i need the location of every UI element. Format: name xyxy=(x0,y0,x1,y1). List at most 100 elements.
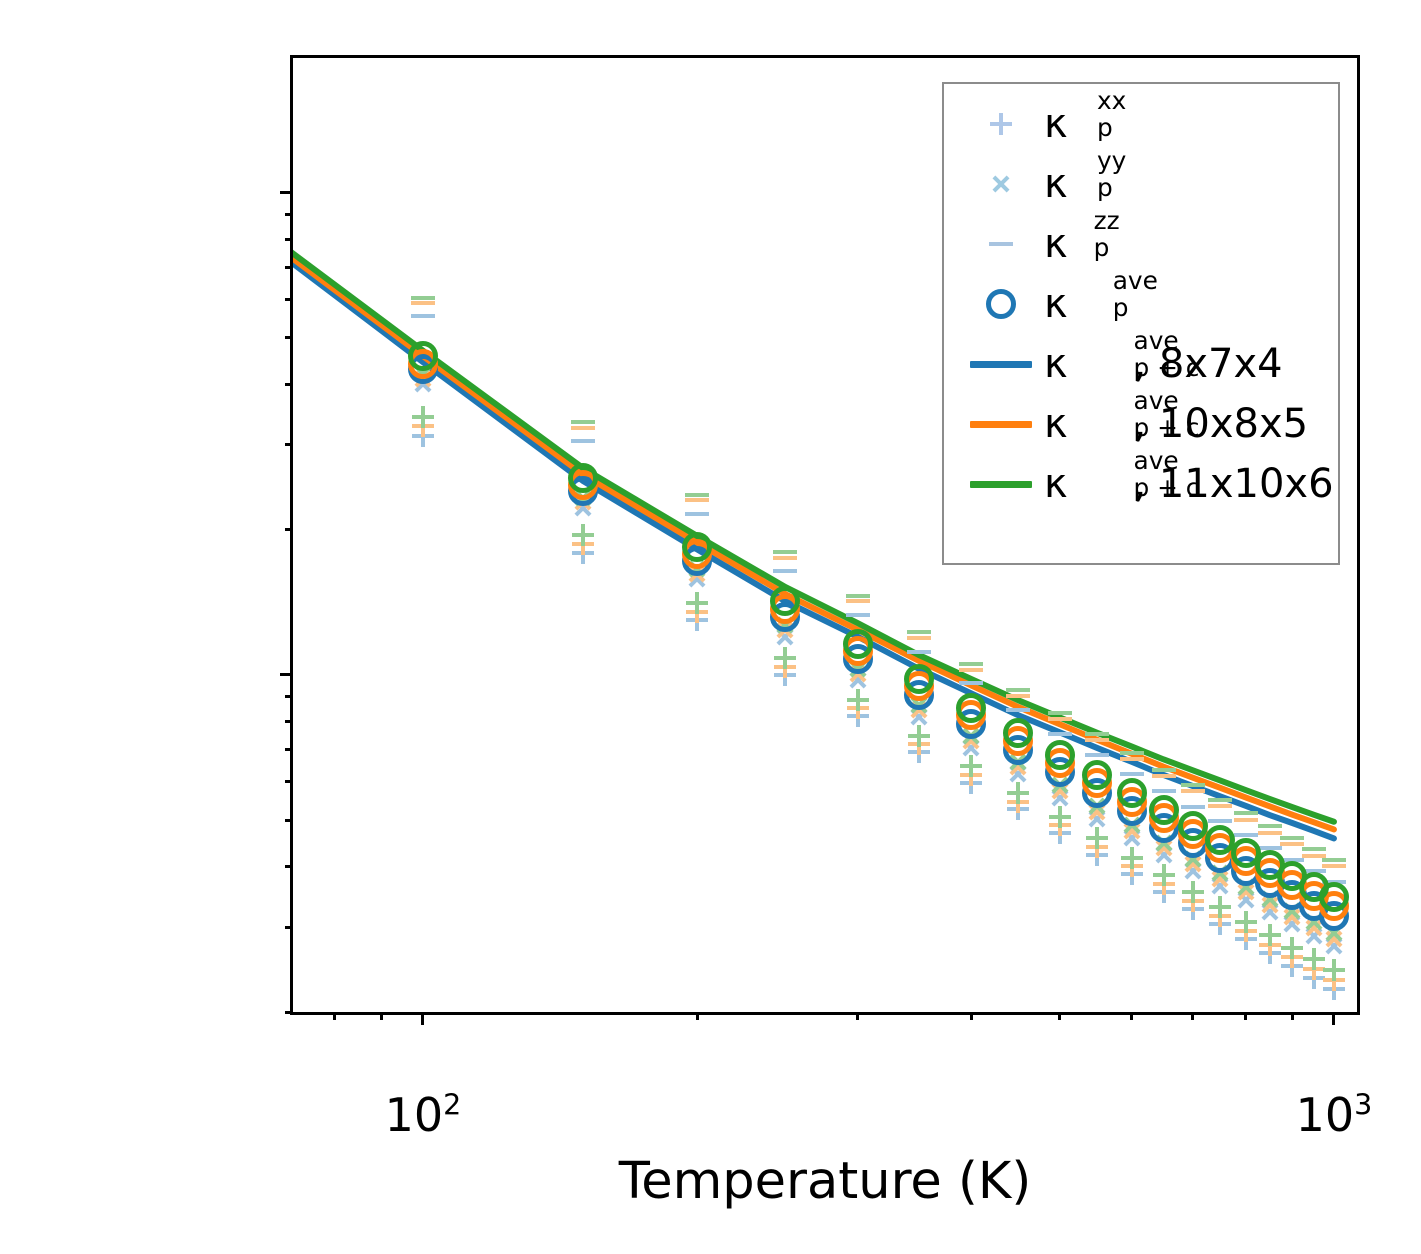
y-tick-minor xyxy=(285,297,293,301)
x-tick-label: 102 xyxy=(384,1088,462,1142)
marker-dash xyxy=(1085,729,1109,739)
marker-circle xyxy=(682,532,713,563)
legend-marker-line xyxy=(962,404,1040,444)
y-tick-minor xyxy=(285,865,293,869)
x-tick-minor xyxy=(1244,1012,1248,1020)
x-tick-minor xyxy=(856,1012,860,1020)
marker-x xyxy=(991,174,1011,194)
marker-plus xyxy=(1182,881,1204,903)
y-tick-minor xyxy=(285,1010,293,1014)
x-tick-minor xyxy=(1290,1012,1294,1020)
marker-plus xyxy=(1323,959,1345,981)
marker-dash xyxy=(1181,780,1205,790)
marker-plus xyxy=(1281,937,1303,959)
legend-entry[interactable]: κzzpzz xyxy=(944,206,1338,274)
marker-dash xyxy=(907,647,931,657)
marker-dash xyxy=(1258,821,1282,831)
marker-plus xyxy=(1086,827,1108,849)
marker-circle xyxy=(1003,718,1034,749)
marker-circle xyxy=(903,663,934,694)
y-tick-minor xyxy=(285,925,293,929)
marker-plus xyxy=(1209,896,1231,918)
marker-dash xyxy=(1302,844,1326,854)
marker-dash xyxy=(1280,833,1304,843)
legend-entry[interactable]: κyypyy xyxy=(944,146,1338,214)
marker-dash xyxy=(773,566,797,576)
y-tick-minor xyxy=(285,382,293,386)
marker-circle xyxy=(1044,740,1075,771)
legend-marker-line xyxy=(962,344,1040,384)
marker-dash xyxy=(1322,855,1346,865)
marker-dash xyxy=(846,610,870,620)
y-tick-minor xyxy=(285,720,293,724)
marker-circle xyxy=(986,289,1016,319)
marker-dash xyxy=(1085,750,1109,760)
y-tick-minor xyxy=(285,336,293,340)
marker-dash xyxy=(959,659,983,669)
marker-circle xyxy=(1082,760,1113,791)
marker-dash xyxy=(773,547,797,557)
x-tick-minor xyxy=(695,1012,699,1020)
marker-plus xyxy=(1049,806,1071,828)
y-tick-minor xyxy=(285,748,293,752)
marker-dash xyxy=(571,436,595,446)
marker-circle xyxy=(1205,824,1236,855)
legend-entry[interactable]: κavepave xyxy=(944,266,1338,334)
marker-plus xyxy=(572,524,594,546)
legend-marker-x xyxy=(962,164,1040,204)
marker-plus xyxy=(908,725,930,747)
y-tick-minor xyxy=(285,237,293,241)
marker-dash xyxy=(1048,708,1072,718)
y-tick-major xyxy=(280,673,293,677)
marker-circle xyxy=(1148,795,1179,826)
marker-dash xyxy=(1152,765,1176,775)
marker-dash xyxy=(1120,748,1144,758)
marker-dash xyxy=(846,591,870,601)
marker-plus xyxy=(1153,864,1175,886)
legend-line-swatch xyxy=(970,360,1032,368)
y-tick-major xyxy=(280,190,293,194)
marker-plus xyxy=(1303,948,1325,970)
x-tick-major xyxy=(421,1012,425,1025)
x-tick-minor xyxy=(1130,1012,1134,1020)
legend-line-swatch xyxy=(970,480,1032,488)
marker-circle xyxy=(407,341,438,372)
marker-dash xyxy=(1120,769,1144,779)
plot-clip xyxy=(293,58,1357,1012)
marker-plus xyxy=(1007,782,1029,804)
marker-circle xyxy=(1116,778,1147,809)
marker-dash xyxy=(1006,685,1030,695)
legend-marker-dash xyxy=(962,224,1040,264)
y-tick-minor xyxy=(285,818,293,822)
x-tick-minor xyxy=(379,1012,383,1020)
legend-marker-circle xyxy=(962,284,1040,324)
marker-dash xyxy=(989,239,1013,249)
x-tick-minor xyxy=(1058,1012,1062,1020)
marker-plus xyxy=(960,755,982,777)
marker-circle xyxy=(956,692,987,723)
marker-circle xyxy=(1230,837,1261,868)
legend-entry[interactable]: κxxpxx xyxy=(944,85,1338,154)
y-tick-minor xyxy=(285,265,293,269)
x-tick-major xyxy=(1332,1012,1336,1025)
y-tick-minor xyxy=(285,443,293,447)
marker-dash xyxy=(411,293,435,303)
marker-dash xyxy=(685,509,709,519)
marker-circle xyxy=(1318,882,1349,913)
marker-dash xyxy=(1048,729,1072,739)
legend-marker-line xyxy=(962,464,1040,504)
y-tick-minor xyxy=(285,528,293,532)
legend-label: κxxpxx xyxy=(1044,85,1127,147)
legend-marker-plus xyxy=(962,104,1040,144)
y-tick-minor xyxy=(285,780,293,784)
x-tick-minor xyxy=(1191,1012,1195,1020)
marker-plus xyxy=(990,113,1012,135)
y-tick-minor xyxy=(285,695,293,699)
